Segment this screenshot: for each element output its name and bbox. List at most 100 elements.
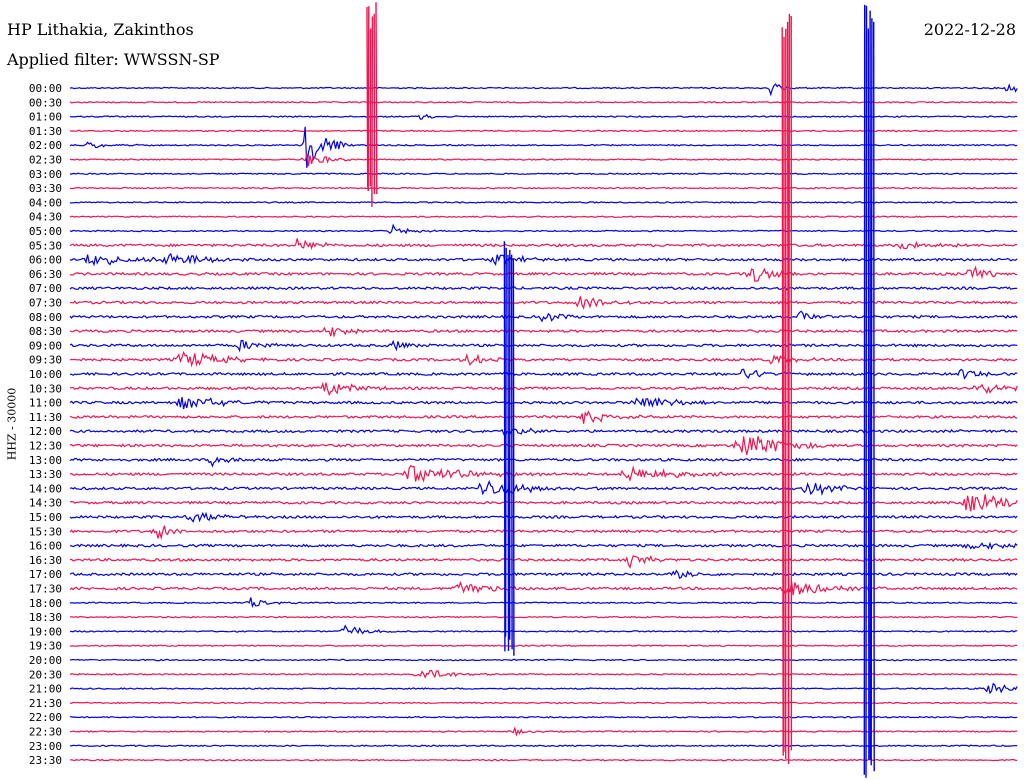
trace-line <box>69 223 1018 235</box>
spike-line <box>867 28 870 760</box>
trace-line <box>70 186 1018 190</box>
row-label: 07:30 <box>29 297 62 310</box>
spike-line <box>375 2 378 195</box>
row-label: 11:30 <box>29 411 62 424</box>
row-label: 13:30 <box>29 468 62 481</box>
trace-line <box>69 758 1018 762</box>
trace-line <box>69 265 1018 282</box>
trace-line <box>69 701 1018 705</box>
trace-line <box>69 381 1018 397</box>
row-label: 14:30 <box>29 497 62 510</box>
trace-line <box>69 525 1018 541</box>
spike-line <box>512 259 515 656</box>
spike-line <box>870 18 873 766</box>
row-label: 16:30 <box>29 554 62 567</box>
row-label: 11:00 <box>29 397 62 410</box>
row-label: 17:00 <box>29 568 62 581</box>
spike-line <box>787 13 791 754</box>
spike-line <box>366 6 369 188</box>
row-label: 08:00 <box>29 311 62 324</box>
row-label: 03:00 <box>29 168 62 181</box>
row-label: 19:00 <box>29 625 62 638</box>
row-label: 06:00 <box>29 254 62 267</box>
spike-group <box>366 2 875 778</box>
row-label: 23:30 <box>29 754 62 767</box>
row-label: 05:00 <box>29 225 62 238</box>
trace-line <box>69 465 1018 483</box>
row-label: 20:30 <box>29 668 62 681</box>
trace-line <box>69 494 1018 512</box>
spike-line <box>504 247 507 637</box>
spike-bundle <box>366 2 378 207</box>
row-label: 18:00 <box>29 597 62 610</box>
row-label: 01:30 <box>29 125 62 138</box>
trace-line <box>69 296 1018 310</box>
spike-line <box>865 5 868 778</box>
row-label: 06:30 <box>29 268 62 281</box>
row-label: 19:30 <box>29 640 62 653</box>
row-label: 15:00 <box>29 511 62 524</box>
spike-bundle <box>781 13 793 765</box>
row-label: 03:30 <box>29 182 62 195</box>
row-label: 05:30 <box>29 239 62 252</box>
trace-line <box>69 511 1018 523</box>
spike-bundle <box>503 241 515 656</box>
trace-line <box>69 368 1018 380</box>
row-label: 04:30 <box>29 211 62 224</box>
row-label: 00:30 <box>29 96 62 109</box>
row-label: 21:30 <box>29 697 62 710</box>
row-label: 04:00 <box>29 196 62 209</box>
row-label: 17:30 <box>29 583 62 596</box>
row-label: 10:30 <box>29 382 62 395</box>
trace-line <box>69 100 1018 104</box>
trace-line <box>69 682 1018 695</box>
trace-line <box>69 569 1018 580</box>
trace-line <box>69 436 1018 455</box>
trace-line <box>69 238 1018 251</box>
trace-line <box>69 479 1018 497</box>
station-title: HP Lithakia, Zakinthos <box>7 20 194 39</box>
trace-line <box>69 670 1018 679</box>
row-label: 10:00 <box>29 368 62 381</box>
trace-line <box>69 310 1018 323</box>
trace-line <box>69 554 1018 569</box>
trace-line <box>69 658 1018 662</box>
trace-group <box>69 83 1018 762</box>
row-label: 12:00 <box>29 425 62 438</box>
row-label: 16:00 <box>29 540 62 553</box>
spike-line <box>873 21 875 772</box>
trace-line <box>70 172 1018 176</box>
trace-line <box>69 285 1018 291</box>
trace-line <box>69 201 1018 204</box>
trace-line <box>69 410 1018 424</box>
row-label: 09:30 <box>29 354 62 367</box>
trace-line <box>69 339 1018 353</box>
trace-line <box>70 615 1018 619</box>
trace-line <box>69 541 1018 550</box>
trace-line <box>69 215 1018 219</box>
spike-line <box>503 241 506 652</box>
trace-line <box>69 326 1018 338</box>
spike-line <box>371 16 374 207</box>
row-label: 20:00 <box>29 654 62 667</box>
trace-line <box>69 129 1018 133</box>
trace-line <box>69 597 1018 609</box>
trace-line <box>69 427 1018 440</box>
trace-line <box>69 644 1018 648</box>
row-label: 15:30 <box>29 525 62 538</box>
trace-line <box>69 456 1018 468</box>
row-label: 01:00 <box>29 111 62 124</box>
trace-line <box>69 624 1018 635</box>
row-label: 18:30 <box>29 611 62 624</box>
trace-line <box>69 252 1018 267</box>
row-label: 02:30 <box>29 154 62 167</box>
spike-bundle <box>863 4 875 778</box>
filter-label: Applied filter: WWSSN-SP <box>7 50 220 69</box>
row-label: 12:30 <box>29 440 62 453</box>
row-label: 22:30 <box>29 726 62 739</box>
row-label: 00:00 <box>29 82 62 95</box>
spike-line <box>367 6 370 192</box>
row-label: 23:00 <box>29 740 62 753</box>
